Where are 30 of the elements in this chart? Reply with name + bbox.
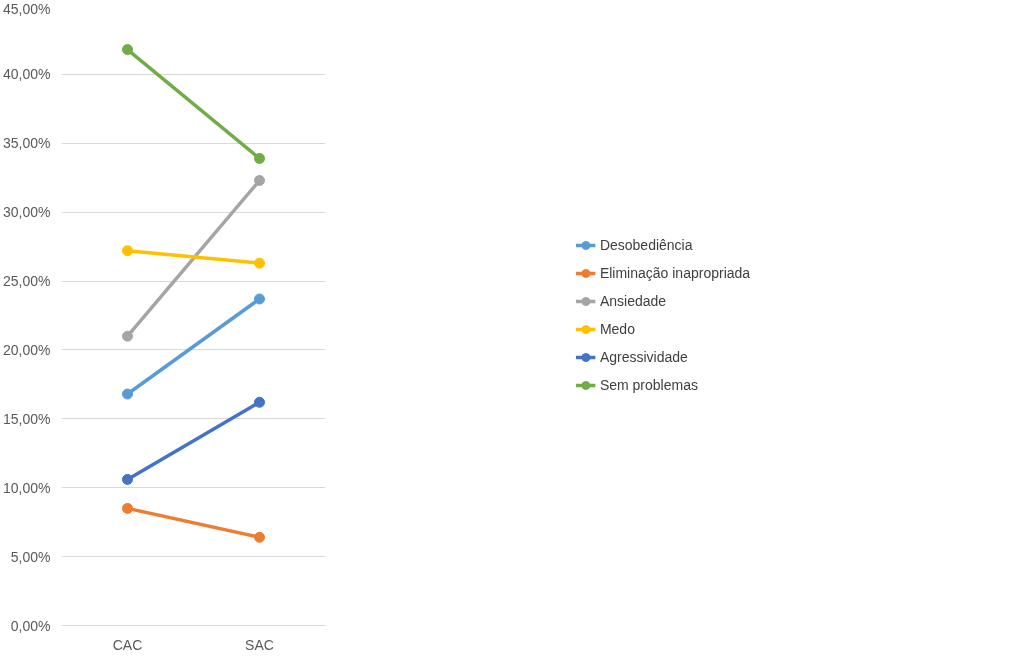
point [122, 388, 133, 400]
y-tick-label: 20,00% [3, 341, 51, 358]
x-tick-label: CAC [112, 636, 143, 653]
legend-label: Desobediência [599, 237, 693, 253]
point [122, 245, 133, 257]
legend-label: Medo [599, 321, 635, 337]
point [122, 330, 133, 342]
y-tick-label: 25,00% [3, 273, 51, 290]
x-tick-label: SAC [245, 636, 274, 653]
point [122, 502, 133, 514]
point [254, 531, 265, 543]
point [254, 257, 265, 269]
legend-label: Sem problemas [599, 377, 698, 393]
point [122, 473, 133, 485]
point [122, 44, 133, 56]
y-tick-label: 35,00% [3, 135, 51, 152]
legend-label: Ansiedade [599, 293, 667, 309]
point [254, 293, 265, 305]
y-tick-label: 15,00% [3, 410, 51, 427]
point [254, 174, 265, 186]
y-tick-label: 0,00% [10, 617, 51, 634]
y-tick-label: 45,00% [3, 0, 51, 17]
point [254, 152, 265, 164]
y-tick-label: 40,00% [3, 66, 51, 83]
y-tick-label: 30,00% [3, 204, 51, 221]
y-tick-label: 10,00% [3, 479, 51, 496]
point [254, 396, 265, 408]
legend-label: Agressividade [599, 349, 688, 365]
legend-label: Eliminação inapropriada [599, 265, 751, 281]
y-tick-label: 5,00% [10, 548, 51, 565]
